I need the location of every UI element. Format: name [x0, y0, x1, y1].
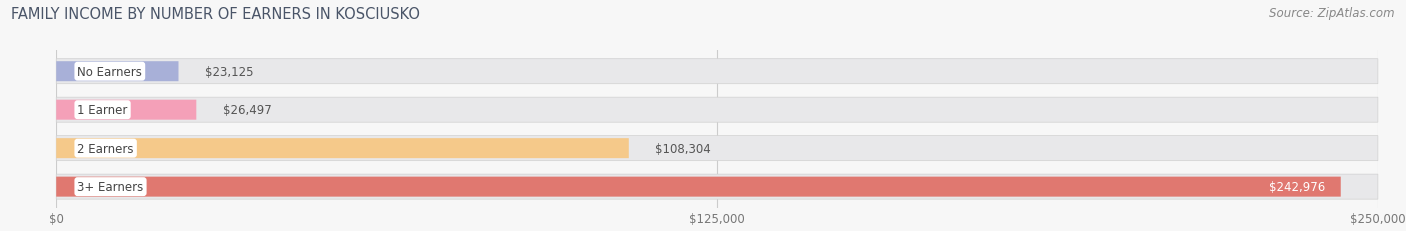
- Text: 1 Earner: 1 Earner: [77, 104, 128, 117]
- Text: 3+ Earners: 3+ Earners: [77, 180, 143, 193]
- FancyBboxPatch shape: [56, 136, 1378, 161]
- FancyBboxPatch shape: [56, 100, 197, 120]
- Text: Source: ZipAtlas.com: Source: ZipAtlas.com: [1270, 7, 1395, 20]
- Text: $108,304: $108,304: [655, 142, 711, 155]
- Text: 2 Earners: 2 Earners: [77, 142, 134, 155]
- FancyBboxPatch shape: [56, 174, 1378, 199]
- FancyBboxPatch shape: [56, 139, 628, 158]
- Text: No Earners: No Earners: [77, 65, 142, 78]
- Text: $242,976: $242,976: [1268, 180, 1324, 193]
- Text: $23,125: $23,125: [205, 65, 253, 78]
- FancyBboxPatch shape: [56, 177, 1341, 197]
- FancyBboxPatch shape: [56, 59, 1378, 84]
- Text: FAMILY INCOME BY NUMBER OF EARNERS IN KOSCIUSKO: FAMILY INCOME BY NUMBER OF EARNERS IN KO…: [11, 7, 420, 22]
- Text: $26,497: $26,497: [222, 104, 271, 117]
- FancyBboxPatch shape: [56, 62, 179, 82]
- FancyBboxPatch shape: [56, 98, 1378, 123]
